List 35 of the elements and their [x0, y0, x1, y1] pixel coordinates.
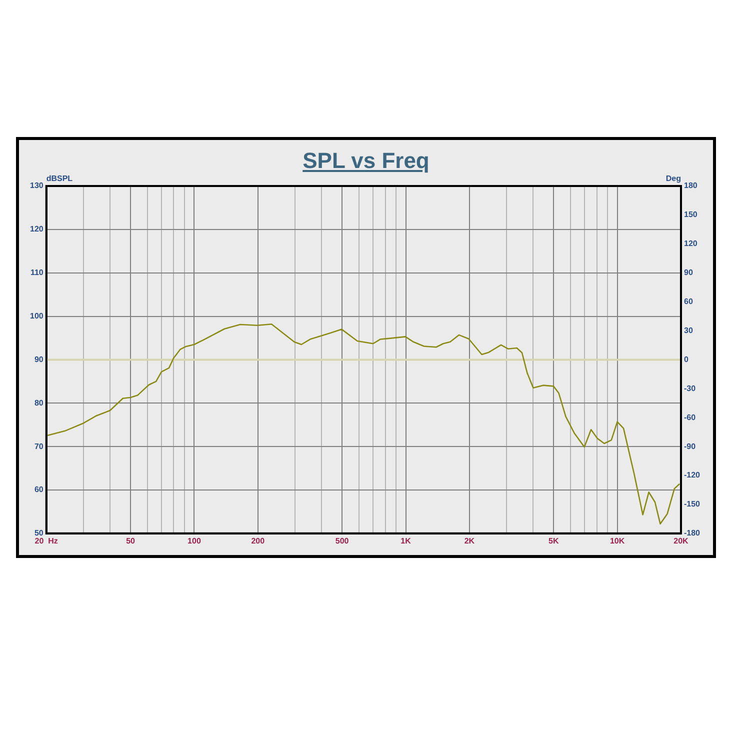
y2-tick-label: -120 — [684, 470, 701, 480]
y-axis-title: dBSPL — [46, 174, 73, 184]
x-tick-label: 10K — [610, 536, 625, 546]
y2-tick-label: 0 — [684, 354, 689, 364]
x-tick-label: 20K — [674, 536, 689, 546]
y-tick-label: 90 — [34, 354, 44, 364]
y2-axis-title: Deg — [666, 174, 682, 184]
y2-tick-label: -180 — [684, 528, 701, 538]
y-tick-label: 60 — [34, 485, 44, 494]
y-tick-label: 110 — [30, 268, 44, 278]
y-tick-label: 120 — [30, 224, 44, 234]
y2-tick-label: -60 — [684, 412, 696, 422]
chart-title: SPL vs Freq — [302, 148, 430, 174]
y-tick-label: 50 — [34, 528, 44, 538]
y2-tick-label: 60 — [684, 297, 694, 306]
y-tick-label: 70 — [34, 442, 44, 451]
y2-tick-label: 150 — [684, 210, 698, 220]
y2-tick-label: 30 — [684, 326, 694, 335]
y2-tick-label: 180 — [684, 181, 698, 190]
x-tick-label: 100 — [188, 536, 202, 546]
y2-tick-label: -90 — [684, 442, 696, 451]
y-tick-label: 130 — [30, 181, 44, 190]
y2-tick-label: -150 — [684, 500, 701, 509]
x-tick-label: 2K — [464, 536, 475, 546]
x-tick-label: 50 — [126, 536, 136, 546]
y2-tick-label: -30 — [684, 384, 696, 393]
y2-tick-label: 90 — [684, 268, 694, 278]
x-tick-label: 1K — [400, 536, 412, 546]
y-tick-label: 100 — [30, 311, 44, 320]
y2-tick-label: 120 — [684, 239, 698, 248]
y-tick-label: 80 — [34, 398, 44, 408]
x-tick-label: 200 — [251, 536, 266, 546]
x-tick-label: 20 Hz — [34, 536, 58, 546]
x-tick-label: 500 — [335, 536, 350, 546]
x-tick-label: 5K — [548, 536, 559, 546]
